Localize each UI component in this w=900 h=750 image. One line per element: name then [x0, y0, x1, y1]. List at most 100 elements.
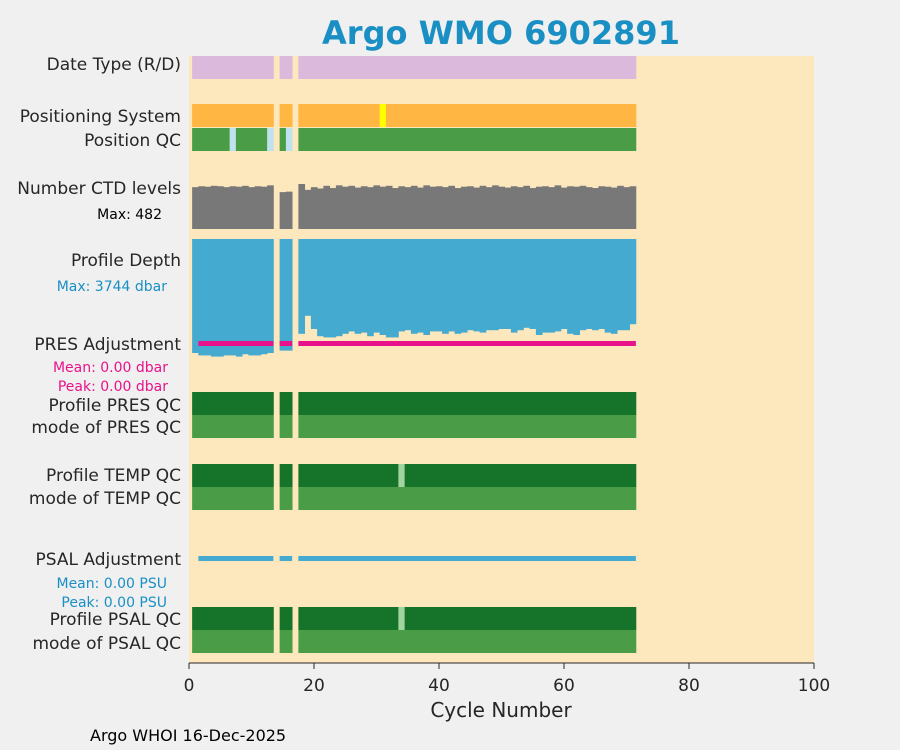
date-type-cell-28	[360, 56, 368, 79]
date-type-cell-21	[317, 56, 324, 79]
profile-psal-qc-cell-58	[548, 607, 556, 630]
profile-temp-qc-cell-36	[410, 464, 418, 487]
positioning-cell-46	[473, 104, 481, 127]
ctd-bar-5	[217, 186, 224, 229]
date-type-cell-60	[560, 56, 568, 79]
position-qc-cell-40	[435, 128, 443, 151]
position-qc-cell-49	[492, 128, 499, 151]
profile-psal-qc-cell-68	[610, 607, 618, 630]
date-type-cell-30	[373, 56, 381, 79]
profile-psal-qc-cell-22	[323, 607, 331, 630]
profile-pres-qc-cell-19	[304, 392, 312, 415]
ctd-bar-44	[460, 186, 468, 229]
depth-bar-63	[579, 239, 587, 331]
depth-bar-11	[254, 239, 262, 356]
plot-area	[189, 56, 814, 663]
positioning-cell-24	[335, 104, 343, 127]
profile-pres-qc-cell-13	[267, 392, 274, 415]
mode-psal-qc-cell-8	[235, 630, 243, 653]
mode-temp-qc-cell-26	[348, 487, 356, 510]
ctd-bar-7	[229, 186, 237, 229]
date-type-cell-25	[342, 56, 349, 79]
profile-temp-qc-cell-35	[404, 464, 412, 487]
profile-psal-qc-cell-5	[217, 607, 224, 630]
profile-psal-qc-cell-8	[235, 607, 243, 630]
profile-psal-qc-cell-24	[335, 607, 343, 630]
ctd-bar-26	[348, 185, 356, 229]
profile-temp-qc-cell-31	[379, 464, 387, 487]
date-type-cell-24	[335, 56, 343, 79]
mode-temp-qc-cell-66	[598, 487, 606, 510]
mode-psal-qc-cell-55	[529, 630, 537, 653]
mode-psal-qc-cell-41	[442, 630, 449, 653]
ctd-bar-23	[329, 188, 337, 229]
date-type-cell-52	[510, 56, 518, 79]
mode-temp-qc-cell-36	[410, 487, 418, 510]
ctd-max-note: Max: 482	[97, 207, 162, 223]
profile-psal-qc-cell-49	[492, 607, 499, 630]
position-qc-cell-15	[279, 128, 287, 151]
positioning-cell-48	[485, 104, 493, 127]
ctd-bar-27	[354, 187, 362, 229]
position-qc-cell-28	[360, 128, 368, 151]
depth-bar-34	[398, 239, 406, 332]
profile-pres-qc-cell-16	[285, 392, 293, 415]
mode-pres-qc-cell-16	[285, 415, 293, 438]
position-qc-cell-42	[448, 128, 456, 151]
mode-pres-qc-cell-65	[592, 415, 599, 438]
date-type-cell-66	[598, 56, 606, 79]
profile-psal-qc-cell-3	[204, 607, 212, 630]
depth-bar-19	[304, 239, 312, 316]
date-type-cell-13	[267, 56, 274, 79]
profile-pres-qc-cell-4	[210, 392, 218, 415]
depth-bar-62	[573, 239, 581, 335]
ctd-bar-34	[398, 186, 406, 229]
mode-temp-qc-cell-57	[542, 487, 549, 510]
profile-pres-qc-cell-27	[354, 392, 362, 415]
date-type-cell-61	[567, 56, 574, 79]
profile-pres-qc-cell-29	[367, 392, 374, 415]
position-qc-cell-31	[379, 128, 387, 151]
mode-psal-qc-cell-11	[254, 630, 262, 653]
positioning-cell-19	[304, 104, 312, 127]
ctd-bar-37	[417, 187, 424, 229]
profile-pres-qc-cell-55	[529, 392, 537, 415]
mode-pres-qc-cell-3	[204, 415, 212, 438]
profile-temp-qc-cell-66	[598, 464, 606, 487]
depth-bar-56	[535, 239, 543, 335]
profile-temp-qc-cell-32	[385, 464, 393, 487]
ctd-bar-57	[542, 186, 549, 229]
depth-bar-25	[342, 239, 349, 334]
ctd-bar-36	[410, 185, 418, 229]
profile-psal-qc-cell-61	[567, 607, 574, 630]
ctd-bar-10	[248, 187, 256, 229]
depth-bar-35	[404, 239, 412, 331]
profile-pres-qc-cell-48	[485, 392, 493, 415]
mode-psal-qc-cell-6	[223, 630, 231, 653]
profile-pres-qc-cell-36	[410, 392, 418, 415]
position-qc-cell-25	[342, 128, 349, 151]
ctd-bar-29	[367, 187, 374, 229]
depth-bar-37	[417, 239, 424, 333]
x-tick-label-60: 60	[553, 676, 575, 696]
date-type-cell-7	[229, 56, 237, 79]
depth-bar-36	[410, 239, 418, 334]
positioning-cell-52	[510, 104, 518, 127]
profile-psal-qc-cell-4	[210, 607, 218, 630]
date-type-cell-12	[260, 56, 268, 79]
ctd-bar-15	[279, 192, 287, 229]
ctd-bar-55	[529, 188, 537, 229]
positioning-cell-31	[379, 104, 387, 127]
profile-pres-qc-cell-18	[298, 392, 306, 415]
date-type-cell-1	[192, 56, 199, 79]
mode-temp-qc-cell-39	[429, 487, 437, 510]
profile-temp-qc-cell-30	[373, 464, 381, 487]
date-type-cell-41	[442, 56, 449, 79]
position-qc-cell-56	[535, 128, 543, 151]
position-qc-cell-1	[192, 128, 199, 151]
ctd-bar-33	[392, 188, 399, 229]
depth-bar-33	[392, 239, 399, 338]
depth-bar-54	[523, 239, 531, 328]
mode-pres-qc-cell-36	[410, 415, 418, 438]
profile-pres-qc-cell-53	[517, 392, 524, 415]
